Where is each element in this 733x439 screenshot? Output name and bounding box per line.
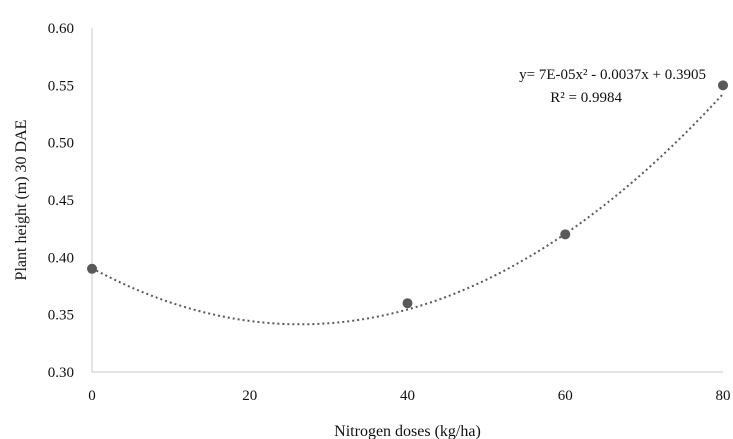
x-tick-label: 40: [400, 388, 415, 404]
y-tick-label: 0.40: [48, 250, 74, 266]
data-point: [718, 80, 728, 91]
data-points: [87, 80, 728, 309]
r-squared-label: R² = 0.9984: [550, 90, 622, 106]
y-tick-labels: 0.30 0.35 0.40 0.45 0.50 0.55 0.60: [48, 21, 74, 381]
data-point: [87, 263, 97, 274]
y-tick-label: 0.50: [48, 136, 74, 152]
x-tick-label: 0: [88, 388, 96, 404]
axes: [91, 28, 723, 373]
y-tick-label: 0.55: [48, 78, 74, 94]
y-axis-title: Plant height (m) 30 DAE: [13, 120, 30, 281]
trendline: [91, 93, 724, 326]
trendline-equation: y= 7E-05x² - 0.0037x + 0.3905: [519, 67, 706, 83]
y-tick-label: 0.60: [48, 21, 74, 37]
x-tick-labels: 0 20 40 60 80: [88, 388, 730, 404]
data-point: [560, 229, 571, 240]
data-point: [402, 298, 413, 309]
y-tick-label: 0.35: [48, 308, 74, 324]
y-tick-label: 0.30: [48, 365, 74, 381]
x-axis-title: Nitrogen doses (kg/ha): [334, 423, 481, 439]
x-tick-label: 60: [558, 388, 573, 404]
x-tick-label: 20: [242, 388, 257, 404]
y-tick-label: 0.45: [48, 193, 74, 209]
x-tick-label: 80: [716, 388, 731, 404]
